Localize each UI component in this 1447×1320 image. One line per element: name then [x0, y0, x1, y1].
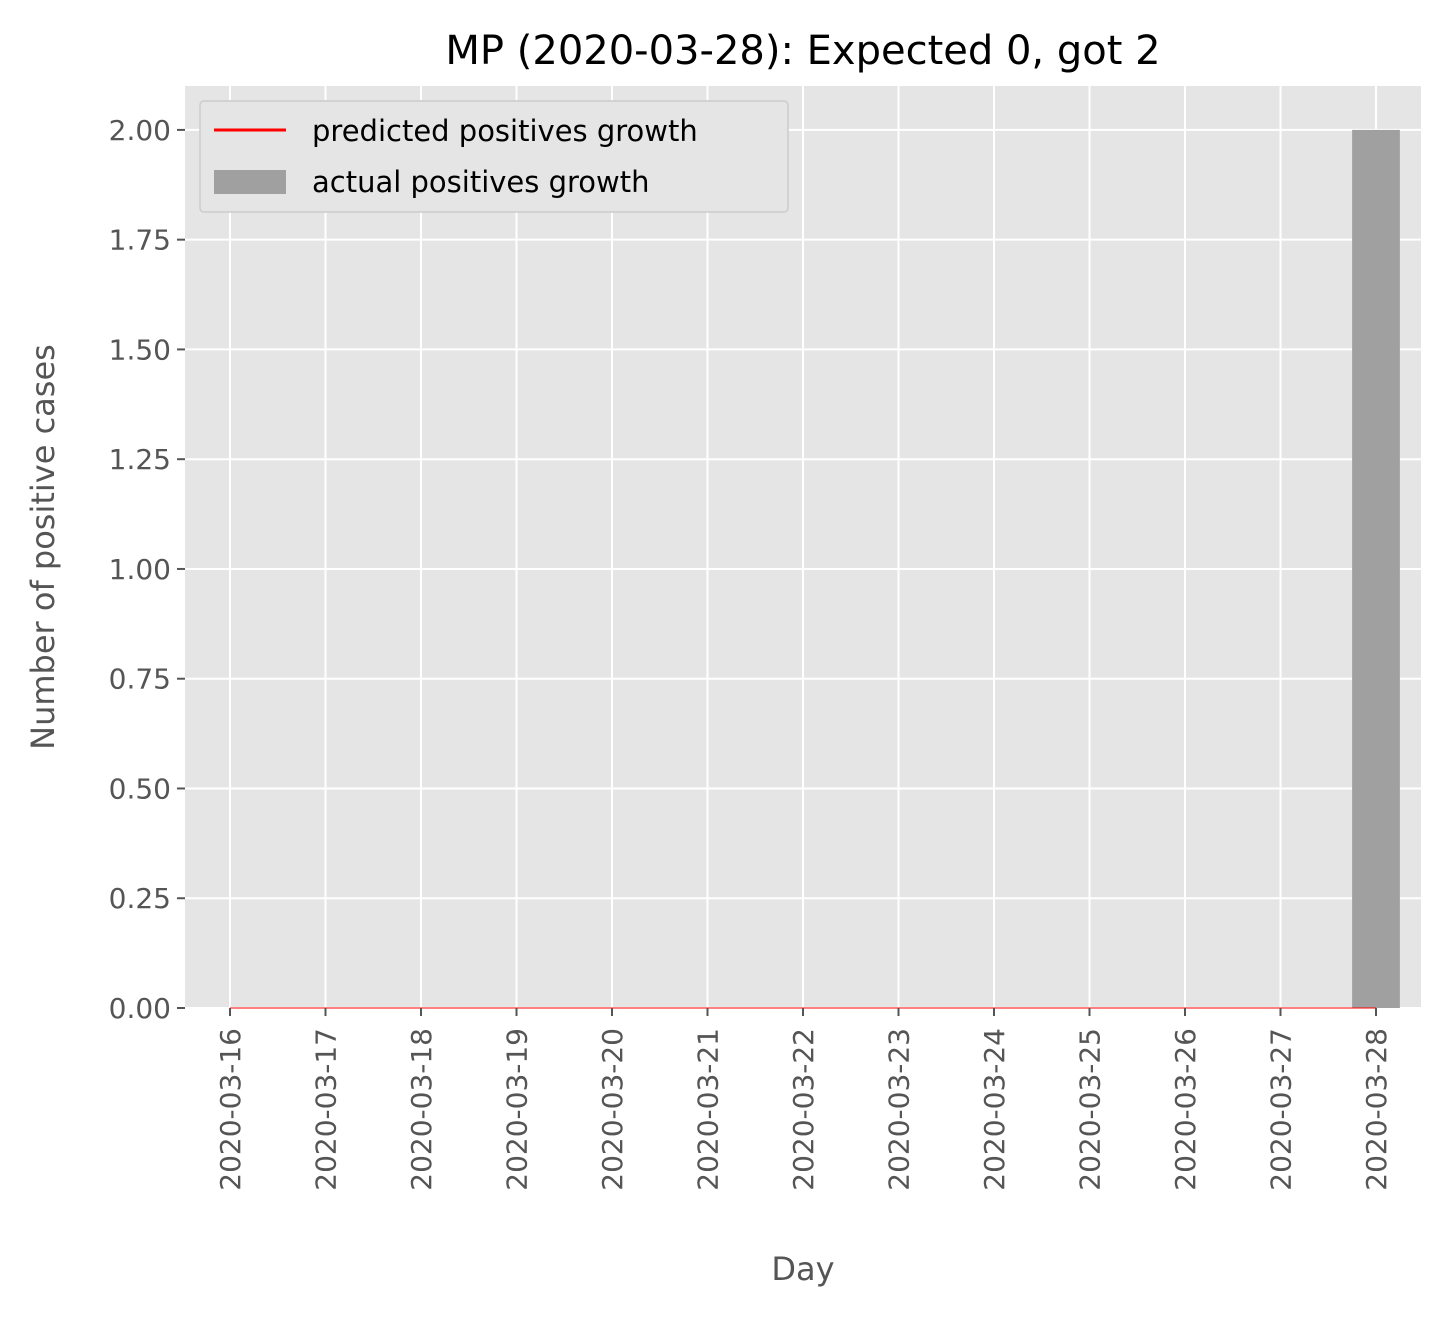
x-tick-label: 2020-03-25 — [1074, 1028, 1107, 1191]
y-tick-label: 0.75 — [109, 663, 171, 696]
x-tick-label: 2020-03-18 — [405, 1028, 438, 1191]
y-tick-label: 1.25 — [109, 443, 171, 476]
legend-patch-actual — [214, 170, 286, 194]
bars — [1352, 129, 1400, 1008]
y-axis: 0.00 0.25 0.50 0.75 1.00 1.25 1.50 1.75 2.00 — [109, 114, 185, 1025]
y-tick-label: 2.00 — [109, 114, 171, 147]
bar-actual — [1352, 129, 1400, 1008]
x-tick-label: 2020-03-21 — [692, 1028, 725, 1191]
legend-box — [199, 100, 789, 213]
x-tick-label: 2020-03-20 — [596, 1028, 629, 1191]
y-tick-label: 0.25 — [109, 882, 171, 915]
legend-label-actual: actual positives growth — [312, 165, 650, 199]
x-tick-label: 2020-03-22 — [787, 1028, 820, 1191]
y-tick-label: 1.00 — [109, 553, 171, 586]
x-tick-label: 2020-03-17 — [310, 1028, 343, 1191]
legend: predicted positives growth actual positi… — [199, 100, 789, 213]
y-tick-label: 1.75 — [109, 224, 171, 257]
legend-label-predicted: predicted positives growth — [312, 114, 698, 148]
x-tick-label: 2020-03-19 — [501, 1028, 534, 1191]
x-tick-label: 2020-03-23 — [883, 1028, 916, 1191]
x-axis-label: Day — [771, 1250, 834, 1288]
x-tick-label: 2020-03-26 — [1169, 1028, 1202, 1191]
x-tick-label: 2020-03-27 — [1265, 1028, 1298, 1191]
y-tick-label: 0.00 — [109, 992, 171, 1025]
x-axis: 2020-03-16 2020-03-17 2020-03-18 2020-03-19… — [214, 1008, 1393, 1191]
y-axis-label: Number of positive cases — [24, 344, 62, 750]
x-tick-label: 2020-03-28 — [1360, 1028, 1393, 1191]
y-tick-label: 1.50 — [109, 333, 171, 366]
x-tick-label: 2020-03-24 — [978, 1028, 1011, 1191]
y-tick-label: 0.50 — [109, 772, 171, 805]
chart-title: MP (2020-03-28): Expected 0, got 2 — [445, 28, 1160, 74]
x-tick-label: 2020-03-16 — [214, 1028, 247, 1191]
